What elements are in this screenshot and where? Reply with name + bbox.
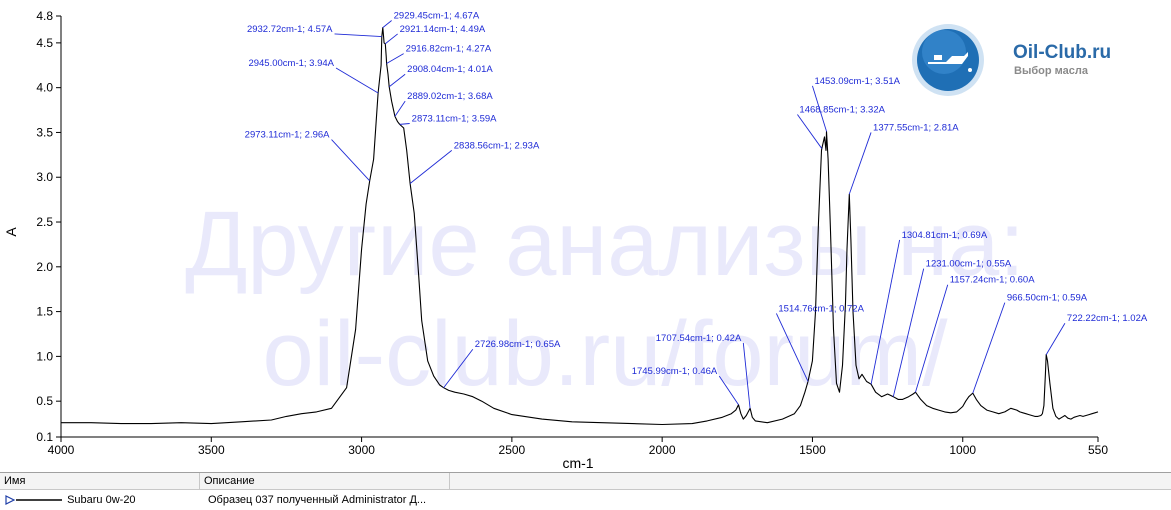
peak-annotation: 2973.11cm-1; 2.96A bbox=[245, 130, 331, 141]
x-tick-label: 2000 bbox=[649, 443, 676, 457]
y-tick-label: 4.8 bbox=[36, 9, 53, 23]
y-tick-label: 0.5 bbox=[36, 394, 53, 408]
row-pointer-icon bbox=[5, 495, 16, 506]
peak-annotation: 1453.09cm-1; 3.51A bbox=[814, 76, 900, 87]
x-tick-label: 1500 bbox=[799, 443, 826, 457]
legend-series-name: Subaru 0w-20 bbox=[67, 494, 136, 506]
y-tick-label: 2.5 bbox=[36, 215, 53, 229]
annotation-leader bbox=[443, 348, 474, 389]
annotation-leader bbox=[386, 53, 404, 64]
watermark-line1: Другие анализы на: bbox=[185, 193, 1025, 295]
annotation-leader bbox=[892, 268, 925, 397]
legend-header-description[interactable]: Описание bbox=[200, 473, 450, 490]
x-tick-label: 1000 bbox=[949, 443, 976, 457]
spectrum-chart: Другие анализы на: oil-club.ru/forum/ Oi… bbox=[3, 9, 1148, 470]
watermark: Другие анализы на: oil-club.ru/forum/ bbox=[185, 193, 1025, 405]
y-tick-label: 4.0 bbox=[36, 81, 53, 95]
annotation-leader bbox=[870, 239, 901, 385]
peak-annotation: 2932.72cm-1; 4.57A bbox=[247, 24, 333, 35]
annotation-leader bbox=[972, 302, 1006, 394]
annotation-leader bbox=[382, 20, 392, 28]
annotation-leader bbox=[385, 33, 398, 45]
series-layer bbox=[61, 27, 1099, 426]
y-tick-label: 3.0 bbox=[36, 170, 53, 184]
series-line-subaru-0w-20 bbox=[61, 27, 1099, 426]
annotation-leader bbox=[742, 342, 751, 409]
peak-annotation: 2838.56cm-1; 2.93A bbox=[454, 140, 540, 151]
annotation-leader bbox=[399, 123, 410, 125]
peak-annotation: 2929.45cm-1; 4.67A bbox=[394, 10, 480, 21]
x-tick-label: 4000 bbox=[48, 443, 75, 457]
oil-can-icon bbox=[912, 24, 984, 96]
annotation-leader bbox=[334, 33, 382, 38]
y-tick-label: 4.5 bbox=[36, 36, 53, 50]
peak-annotation: 1468.85cm-1; 3.32A bbox=[799, 105, 885, 116]
peak-annotation: 2889.02cm-1; 3.68A bbox=[407, 91, 493, 102]
legend-series-swatch bbox=[5, 495, 62, 506]
x-tick-label: 2500 bbox=[499, 443, 526, 457]
legend-table: Имя Описание Subaru 0w-20 Образец 037 по… bbox=[0, 472, 1171, 510]
annotation-leader bbox=[775, 313, 809, 382]
peak-annotation: 722.22cm-1; 1.02A bbox=[1067, 313, 1148, 324]
y-ticks: 0.1 0.5 1.0 1.5 2.0 2.5 3.0 3.5 4.0 4.5 4.8 bbox=[36, 9, 61, 444]
annotation-leader bbox=[335, 67, 379, 94]
annotation-leader bbox=[848, 132, 872, 195]
annotation-leader bbox=[812, 85, 827, 132]
x-axis-label: cm-1 bbox=[562, 455, 593, 470]
legend-header-name[interactable]: Имя bbox=[0, 473, 200, 490]
axes bbox=[60, 16, 1098, 438]
annotation-leader bbox=[409, 150, 453, 184]
annotation-leader bbox=[1045, 323, 1066, 355]
annotation-leader bbox=[915, 284, 949, 393]
logo: Oil-Club.ru Выбор масла bbox=[912, 24, 1111, 96]
y-tick-label: 3.5 bbox=[36, 125, 53, 139]
legend-header-spacer bbox=[450, 473, 1171, 490]
x-ticks: 4000 3500 3000 2500 2000 1500 1000 550 bbox=[48, 437, 1108, 457]
x-tick-label: 3500 bbox=[198, 443, 225, 457]
y-tick-label: 0.1 bbox=[36, 430, 53, 444]
peak-annotation: 1157.24cm-1; 0.60A bbox=[950, 275, 1036, 286]
peak-annotation: 966.50cm-1; 0.59A bbox=[1007, 293, 1088, 304]
legend-row-description[interactable]: Образец 037 полученный Administrator Д..… bbox=[208, 494, 427, 506]
peak-annotation: 1514.76cm-1; 0.72A bbox=[778, 303, 864, 314]
peak-annotation: 2726.98cm-1; 0.65A bbox=[475, 339, 561, 350]
peak-annotation: 1707.54cm-1; 0.42A bbox=[656, 333, 742, 344]
annotation-leader bbox=[394, 100, 406, 117]
x-tick-label: 550 bbox=[1088, 443, 1108, 457]
peak-annotation: 2873.11cm-1; 3.59A bbox=[412, 113, 498, 124]
peak-annotation: 2945.00cm-1; 3.94A bbox=[248, 58, 334, 69]
peak-annotation: 2908.04cm-1; 4.01A bbox=[407, 64, 493, 75]
peak-annotation: 1304.81cm-1; 0.69A bbox=[902, 230, 988, 241]
logo-title: Oil-Club.ru bbox=[1013, 42, 1111, 63]
peak-annotation: 1377.55cm-1; 2.81A bbox=[873, 122, 959, 133]
x-tick-label: 3000 bbox=[348, 443, 375, 457]
annotation-layer: 2929.45cm-1; 4.67A 2932.72cm-1; 4.57A 2921… bbox=[245, 10, 1148, 409]
peak-annotation: 2916.82cm-1; 4.27A bbox=[406, 44, 492, 55]
annotation-leader bbox=[718, 375, 739, 406]
peak-annotation: 2921.14cm-1; 4.49A bbox=[400, 24, 486, 35]
logo-subtitle: Выбор масла bbox=[1014, 65, 1089, 77]
legend-row-name-cell[interactable]: Subaru 0w-20 bbox=[0, 491, 200, 509]
y-tick-label: 1.0 bbox=[36, 349, 53, 363]
annotation-leader bbox=[331, 139, 370, 182]
peak-annotation: 1745.99cm-1; 0.46A bbox=[632, 366, 718, 377]
y-tick-label: 1.5 bbox=[36, 305, 53, 319]
annotation-leader bbox=[797, 114, 823, 149]
peak-annotation: 1231.00cm-1; 0.55A bbox=[926, 259, 1012, 270]
y-tick-label: 2.0 bbox=[36, 260, 53, 274]
y-axis-label: A bbox=[3, 227, 19, 237]
annotation-leader bbox=[388, 73, 406, 88]
